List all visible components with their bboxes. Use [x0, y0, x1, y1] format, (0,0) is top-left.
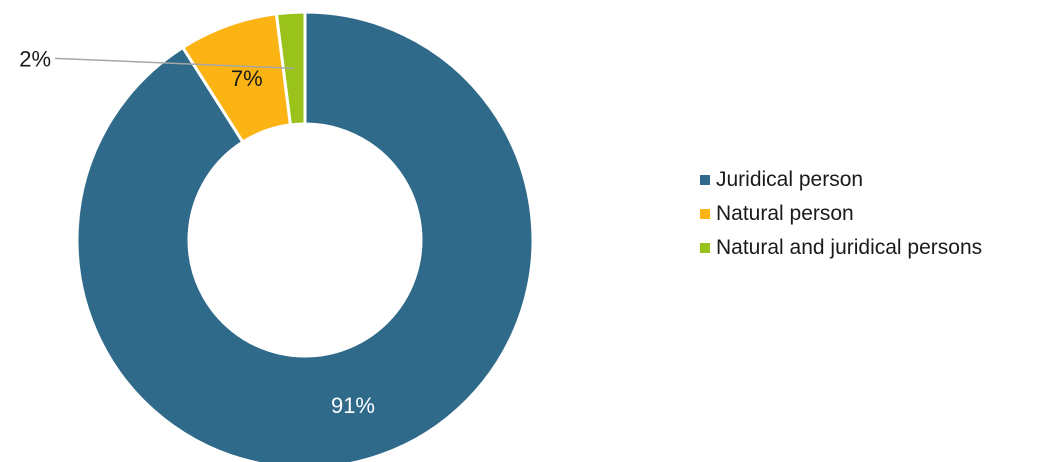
legend-swatch-natural-and-juridical-persons [700, 243, 710, 253]
legend-label-juridical-person: Juridical person [716, 168, 864, 191]
legend-label-natural-person: Natural person [716, 202, 854, 225]
legend-item-natural-and-juridical-persons: Natural and juridical persons [700, 231, 982, 265]
data-label-natural-and-juridical-persons: 2% [19, 46, 51, 71]
leader-line-natural-and-juridical-persons [54, 57, 295, 70]
data-label-juridical-person: 91% [331, 393, 375, 418]
legend-swatch-juridical-person [700, 175, 710, 185]
legend-item-juridical-person: Juridical person [700, 163, 982, 197]
donut-chart: 91% 7% 2% [19, 10, 535, 462]
slice-juridical-person [75, 10, 535, 462]
data-label-natural-person: 7% [231, 66, 263, 91]
legend-item-natural-person: Natural person [700, 197, 982, 231]
legend-label-natural-and-juridical-persons: Natural and juridical persons [716, 236, 983, 259]
legend-swatch-natural-person [700, 209, 710, 219]
legend: Juridical person Natural person Natural … [700, 163, 982, 265]
